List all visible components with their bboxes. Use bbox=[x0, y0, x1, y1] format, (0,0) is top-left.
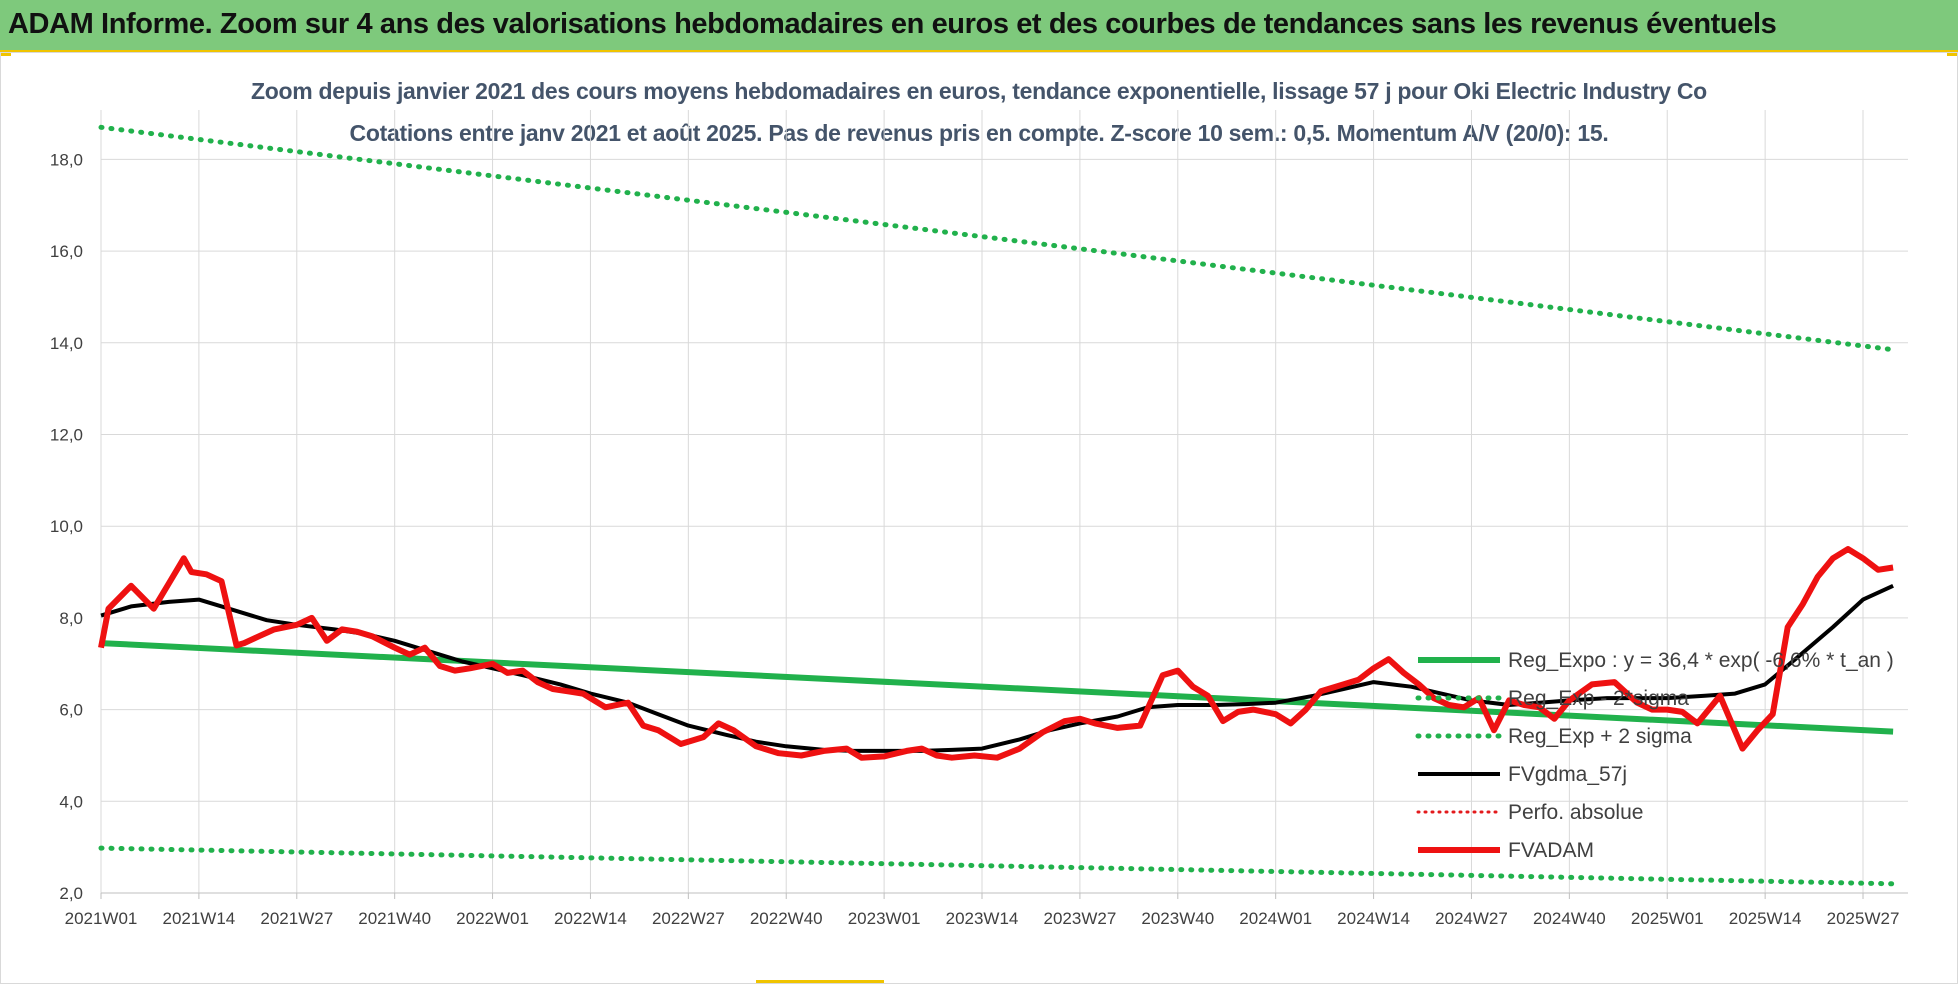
series-line-4 bbox=[100, 583, 1894, 753]
chart-title: Zoom depuis janvier 2021 des cours moyen… bbox=[251, 78, 1707, 104]
series-line-3 bbox=[98, 124, 1896, 353]
report-banner: ADAM Informe. Zoom sur 4 ans des valoris… bbox=[0, 0, 1958, 52]
x-tick-label: 2024W01 bbox=[1239, 909, 1312, 928]
x-tick-label: 2022W27 bbox=[652, 909, 725, 928]
x-tick-label: 2022W40 bbox=[750, 909, 823, 928]
y-tick-label: 16,0 bbox=[50, 242, 83, 261]
series-line-2 bbox=[98, 845, 1896, 887]
x-tick-label: 2024W14 bbox=[1337, 909, 1410, 928]
y-tick-label: 12,0 bbox=[50, 426, 83, 445]
frame-bottom-mark bbox=[756, 980, 884, 983]
x-tick-label: 2021W14 bbox=[162, 909, 235, 928]
legend-label-6: FVADAM bbox=[1508, 839, 1594, 862]
chart-subtitle: Cotations entre janv 2021 et août 2025. … bbox=[349, 120, 1609, 146]
x-tick-label: 2025W27 bbox=[1827, 909, 1900, 928]
y-tick-label: 14,0 bbox=[50, 334, 83, 353]
legend-label-1: Reg_Expo : y = 36,4 * exp( -6,6% * t_an … bbox=[1508, 649, 1894, 672]
axes: 2,0 4,0 6,0 8,0 10,0 12,0 14,0 16,0 18,0 2021W01 2… bbox=[50, 150, 1908, 928]
x-tick-label: 2023W14 bbox=[946, 909, 1019, 928]
y-tick-label: 8,0 bbox=[59, 609, 83, 628]
y-tick-label: 10,0 bbox=[50, 517, 83, 536]
y-tick-label: 6,0 bbox=[59, 701, 83, 720]
x-tick-label: 2024W27 bbox=[1435, 909, 1508, 928]
y-tick-label: 2,0 bbox=[59, 884, 83, 903]
x-tick-label: 2023W27 bbox=[1044, 909, 1117, 928]
x-tick-label: 2021W27 bbox=[260, 909, 333, 928]
y-tick-label: 18,0 bbox=[50, 150, 83, 169]
x-tick-label: 2023W40 bbox=[1141, 909, 1214, 928]
legend: Reg_Expo : y = 36,4 * exp( -6,6% * t_an … bbox=[1415, 649, 1894, 862]
report-title: ADAM Informe. Zoom sur 4 ans des valoris… bbox=[8, 8, 1777, 40]
x-tick-label: 2024W40 bbox=[1533, 909, 1606, 928]
x-tick-label: 2022W01 bbox=[456, 909, 529, 928]
y-tick-label: 4,0 bbox=[59, 792, 83, 811]
frame-corner-mark bbox=[1, 53, 11, 56]
x-tick-label: 2021W01 bbox=[65, 909, 138, 928]
series-line-6 bbox=[98, 546, 1894, 761]
legend-label-2: Reg_Exp - 2*sigma bbox=[1508, 687, 1689, 710]
x-tick-label: 2025W14 bbox=[1729, 909, 1802, 928]
gridlines bbox=[100, 110, 1908, 894]
legend-label-5: Perfo. absolue bbox=[1508, 801, 1643, 824]
x-tick-label: 2025W01 bbox=[1631, 909, 1704, 928]
series-line-1 bbox=[100, 640, 1894, 735]
x-tick-label: 2021W40 bbox=[358, 909, 431, 928]
x-tick-label: 2022W14 bbox=[554, 909, 627, 928]
x-tick-label: 2023W01 bbox=[848, 909, 921, 928]
legend-label-3: Reg_Exp + 2 sigma bbox=[1508, 725, 1692, 748]
series-lines bbox=[98, 124, 1896, 887]
frame-corner-mark bbox=[1947, 53, 1957, 56]
legend-label-4: FVgdma_57j bbox=[1508, 763, 1627, 786]
